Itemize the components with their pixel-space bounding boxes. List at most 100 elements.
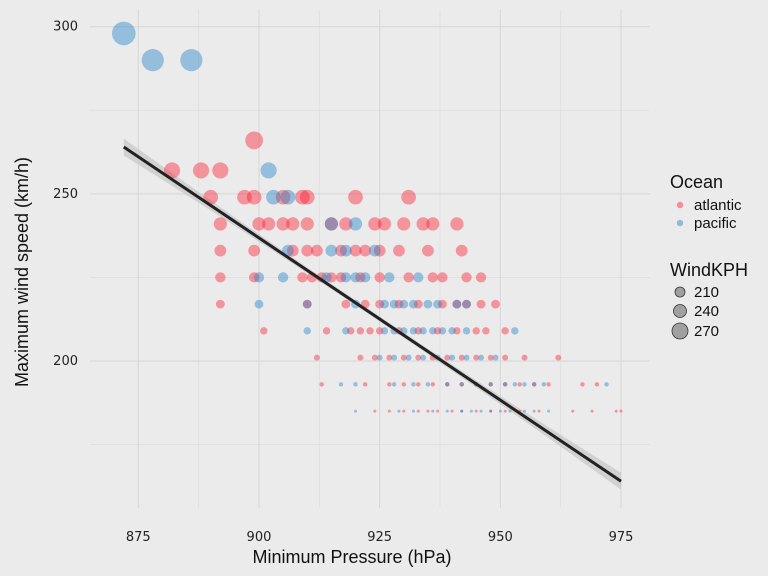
pacific-point — [460, 409, 464, 413]
pacific-point — [353, 382, 358, 387]
atlantic-point — [348, 189, 363, 205]
x-tick-label: 950 — [488, 530, 513, 545]
atlantic-point — [501, 327, 509, 335]
atlantic-point — [416, 382, 421, 387]
regression-line — [122, 145, 622, 483]
pacific-point — [445, 382, 450, 387]
atlantic-point — [476, 299, 486, 309]
atlantic-point — [213, 217, 227, 231]
atlantic-point — [460, 409, 464, 413]
atlantic-point — [286, 217, 300, 231]
pacific-point — [266, 189, 281, 205]
pacific-point — [180, 49, 203, 72]
atlantic-point — [163, 162, 181, 179]
atlantic-point — [374, 272, 385, 283]
atlantic-point — [413, 299, 423, 309]
pacific-point — [350, 272, 361, 283]
atlantic-point — [555, 354, 562, 361]
atlantic-point — [387, 382, 392, 387]
atlantic-point — [590, 409, 594, 413]
atlantic-point — [214, 244, 227, 257]
atlantic-point — [453, 327, 461, 335]
pacific-point — [488, 382, 493, 387]
y-tick-label: 250 — [53, 187, 78, 202]
atlantic-point — [427, 272, 438, 283]
grid — [90, 10, 650, 508]
atlantic-point — [276, 217, 290, 231]
pacific-point — [376, 354, 383, 361]
pacific-point — [459, 382, 464, 387]
pacific-point — [302, 299, 312, 309]
atlantic-point — [580, 382, 585, 387]
atlantic-point — [373, 409, 377, 413]
atlantic-point — [252, 217, 266, 231]
atlantic-point — [397, 217, 411, 231]
pacific-point — [522, 409, 526, 413]
legend-size-large-key — [671, 322, 689, 340]
atlantic-point — [436, 409, 440, 413]
atlantic-point — [487, 354, 494, 361]
atlantic-point — [472, 327, 480, 335]
atlantic-point — [311, 244, 323, 257]
atlantic-point — [546, 382, 551, 387]
pacific-point — [409, 299, 418, 309]
pacific-point — [420, 354, 427, 361]
atlantic-point — [416, 409, 420, 413]
atlantic-point — [319, 382, 324, 387]
atlantic-point — [346, 327, 355, 335]
pacific-point — [423, 299, 433, 309]
pacific-point — [380, 327, 389, 335]
legend-size-medium-key — [673, 304, 687, 318]
atlantic-point — [401, 189, 416, 205]
pacific-point — [522, 382, 527, 387]
pacific-point — [508, 409, 512, 413]
pacific-point — [348, 217, 363, 231]
pacific-point — [360, 272, 371, 283]
atlantic-point — [302, 299, 312, 309]
legend-size-small-label: 210 — [694, 284, 719, 301]
pacific-point — [541, 382, 547, 387]
pacific-point — [141, 49, 164, 72]
pacific-point — [339, 244, 352, 257]
atlantic-point — [445, 382, 450, 387]
atlantic-point — [335, 272, 347, 283]
pacific-point — [449, 354, 456, 361]
atlantic-point — [403, 272, 414, 283]
atlantic-point — [437, 272, 448, 283]
pacific-point — [409, 327, 418, 335]
atlantic-point — [386, 354, 393, 361]
atlantic-point — [359, 244, 372, 257]
atlantic-point — [433, 327, 442, 335]
atlantic-point — [248, 244, 261, 257]
pacific-point — [498, 409, 502, 413]
atlantic-point — [203, 189, 219, 205]
pacific-point — [433, 299, 443, 309]
atlantic-point — [212, 162, 229, 179]
atlantic-point — [215, 272, 226, 283]
atlantic-point — [335, 244, 347, 257]
atlantic-point — [357, 354, 364, 361]
legend-atlantic-label: atlantic — [694, 197, 742, 214]
atlantic-point — [531, 382, 537, 387]
pacific-point — [429, 327, 437, 335]
pacific-point — [478, 354, 484, 361]
atlantic-point — [355, 272, 366, 283]
atlantic-point — [473, 354, 480, 361]
atlantic-point — [322, 327, 331, 335]
atlantic-point — [401, 382, 407, 387]
atlantic-point — [394, 299, 404, 309]
atlantic-point — [313, 354, 320, 361]
pacific-point — [399, 299, 409, 309]
atlantic-point — [503, 409, 507, 413]
legend-size-small-key — [674, 286, 686, 298]
atlantic-point — [248, 272, 260, 283]
atlantic-point — [375, 327, 384, 335]
atlantic-point — [341, 299, 351, 309]
pacific-point — [531, 382, 537, 387]
pacific-point — [354, 409, 358, 413]
pacific-point — [391, 382, 397, 387]
pacific-point — [532, 409, 536, 413]
atlantic-point — [430, 382, 435, 387]
atlantic-point — [459, 382, 464, 387]
atlantic-point — [475, 272, 487, 283]
